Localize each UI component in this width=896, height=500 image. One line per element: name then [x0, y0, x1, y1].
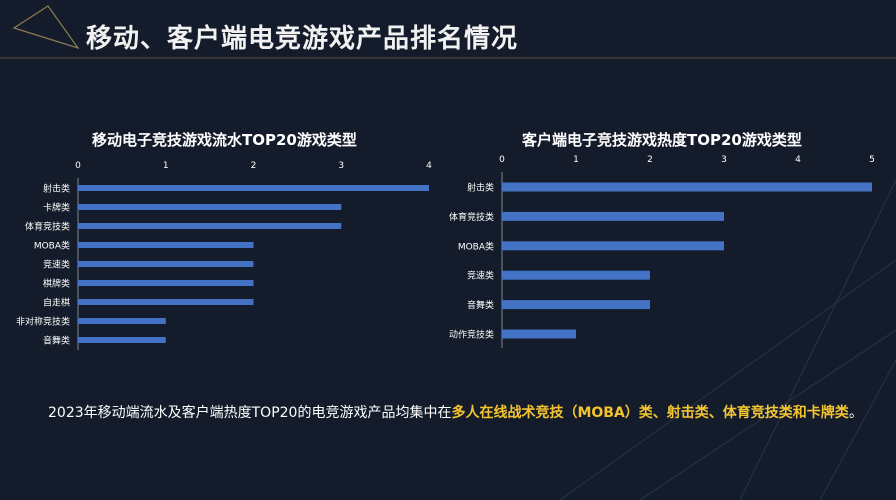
client-tick-label: 4: [795, 155, 801, 165]
decor-line: [639, 329, 896, 500]
mobile-tick-label: 4: [426, 161, 432, 171]
mobile-tick-label: 0: [75, 161, 81, 171]
mobile-tick-label: 2: [251, 161, 257, 171]
logo-triangle-shape: [12, 5, 80, 50]
client-tick-label: 5: [869, 155, 875, 165]
summary-suffix: 。: [848, 405, 863, 421]
client-bar: [502, 211, 724, 221]
client-tick-label: 0: [499, 155, 505, 165]
client-bar: [502, 300, 650, 310]
client-tick-label: 3: [721, 155, 727, 165]
client-tick-label: 1: [573, 155, 579, 165]
mobile-bar: [78, 318, 166, 324]
client-bar: [502, 329, 576, 339]
summary-prefix: 2023年移动端流水及客户端热度TOP20的电竞游戏产品均集中在: [48, 405, 452, 421]
mobile-bar: [78, 185, 429, 191]
mobile-category-label: 棋牌类: [43, 278, 70, 290]
mobile-category-label: 射击类: [43, 183, 70, 195]
summary-highlight: 多人在线战术竞技（MOBA）类、射击类、体育竞技类和卡牌类: [451, 405, 849, 421]
mobile-bar: [78, 280, 254, 286]
client-bar: [502, 182, 872, 192]
mobile-bar: [78, 337, 166, 343]
mobile-tick-label: 3: [338, 161, 344, 171]
client-category-label: 竞速类: [467, 270, 494, 282]
mobile-bar: [78, 242, 254, 248]
mobile-category-label: 自走棋: [43, 297, 70, 309]
mobile-category-label: MOBA类: [34, 240, 70, 252]
mobile-category-label: 竞速类: [43, 259, 70, 271]
mobile-category-label: 非对称竞技类: [16, 316, 70, 328]
client-category-label: 动作竞技类: [449, 329, 494, 341]
mobile-tick-label: 1: [163, 161, 169, 171]
chart-title-mobile: 移动电子竞技游戏流水TOP20游戏类型: [92, 131, 357, 149]
client-bar: [502, 241, 724, 251]
client-category-label: MOBA类: [458, 240, 494, 252]
mobile-category-label: 音舞类: [43, 335, 70, 347]
decor-line: [559, 259, 896, 500]
client-bar: [502, 270, 650, 280]
decor-line: [739, 179, 896, 500]
client-category-label: 体育竞技类: [449, 211, 494, 223]
summary-text: 2023年移动端流水及客户端热度TOP20的电竞游戏产品均集中在多人在线战术竞技…: [48, 402, 888, 422]
mobile-bar: [78, 204, 342, 210]
mobile-bar: [78, 261, 254, 267]
chart-title-client: 客户端电子竞技游戏热度TOP20游戏类型: [522, 131, 802, 149]
client-category-label: 音舞类: [467, 299, 494, 311]
decor-line: [819, 359, 896, 500]
mobile-bar: [78, 223, 342, 229]
mobile-bar: [78, 299, 254, 305]
mobile-category-label: 体育竞技类: [25, 221, 70, 233]
page-title: 移动、客户端电竞游戏产品排名情况: [86, 24, 519, 54]
client-tick-label: 2: [647, 155, 653, 165]
client-category-label: 射击类: [467, 182, 494, 194]
mobile-category-label: 卡牌类: [43, 202, 70, 214]
